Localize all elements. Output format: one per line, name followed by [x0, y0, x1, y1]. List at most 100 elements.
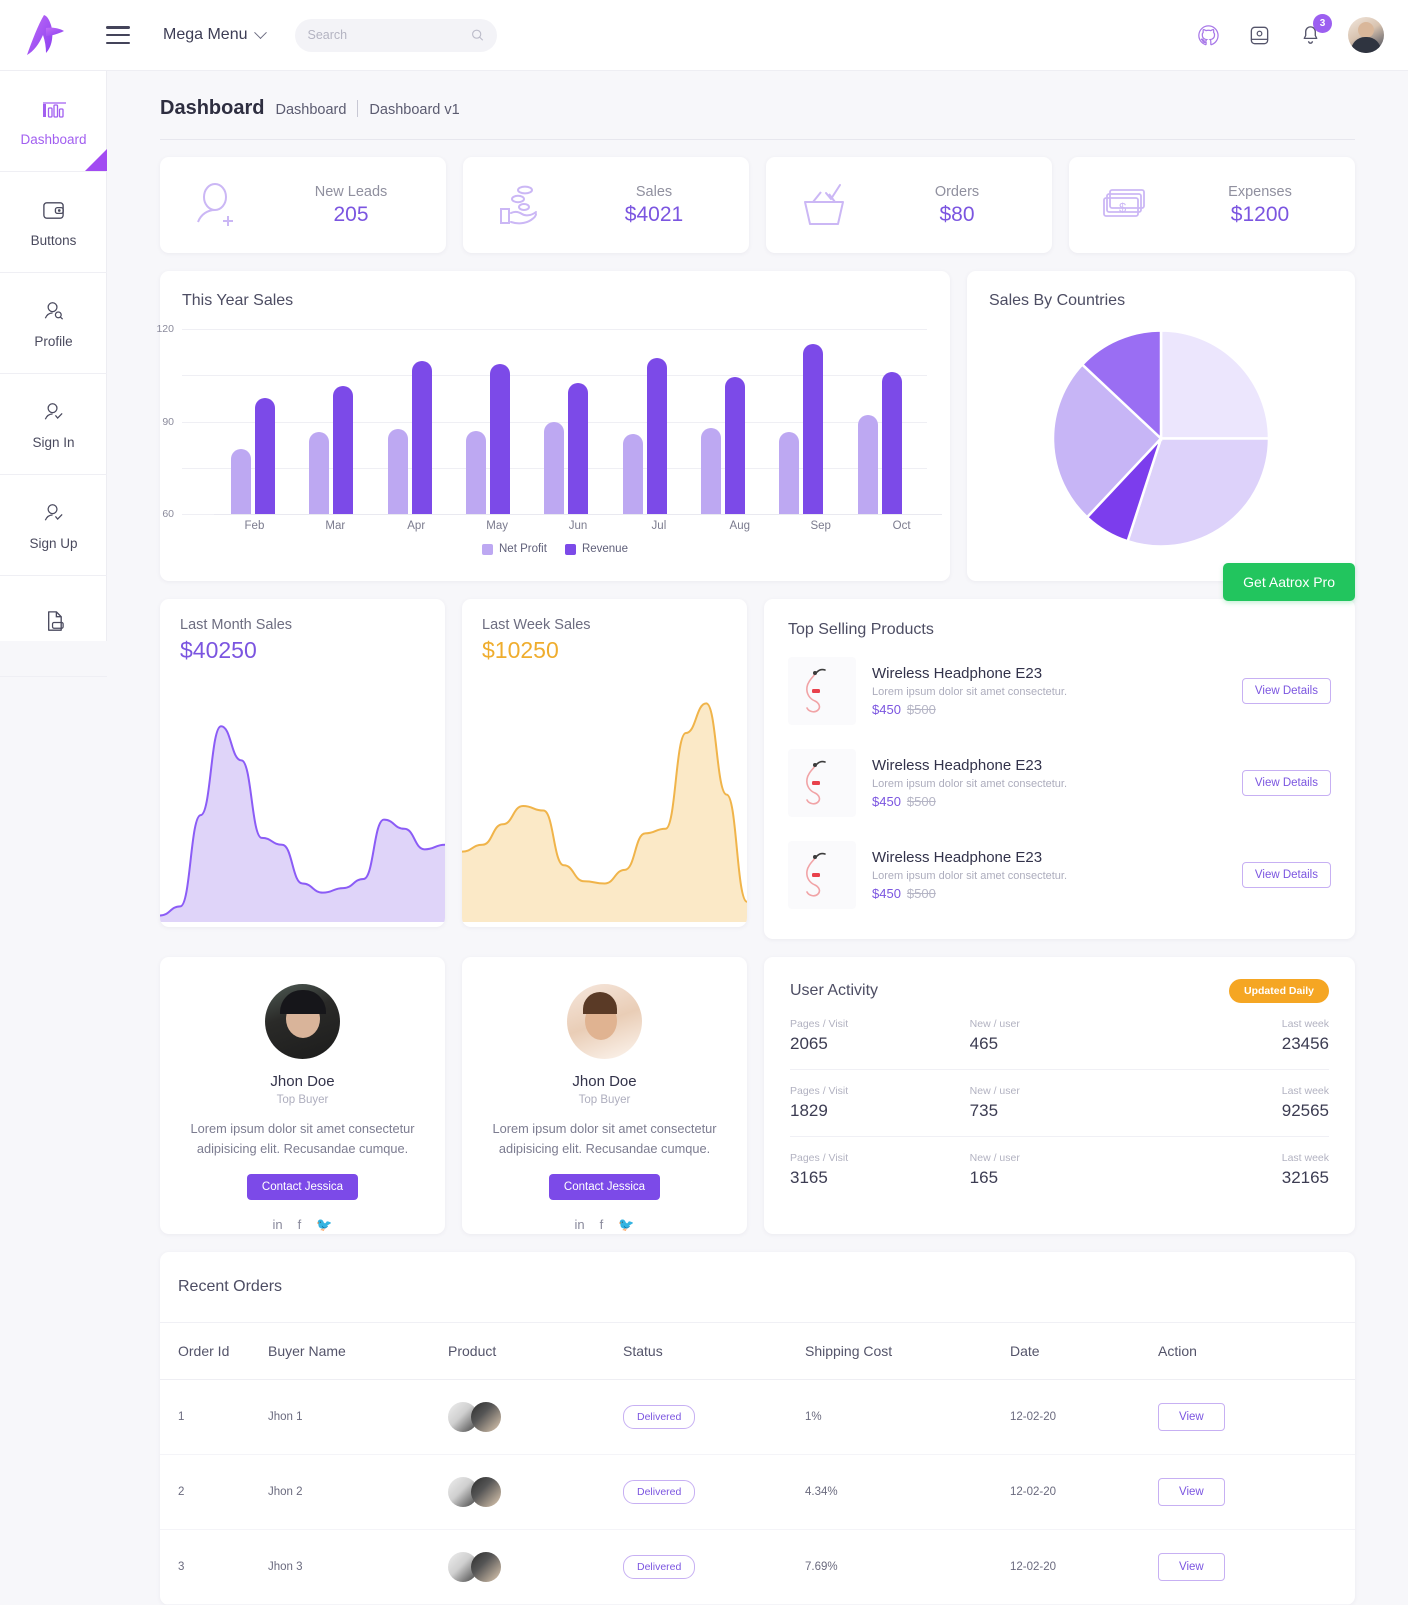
stat-card-new-leads[interactable]: New Leads 205	[160, 157, 446, 253]
bar-revenue	[646, 358, 667, 514]
legend-label: Net Profit	[499, 543, 547, 555]
table-row: 1 Jhon 1 Delivered 1% 12-02-20 View	[160, 1379, 1355, 1455]
facebook-icon[interactable]: f	[297, 1216, 302, 1232]
bell-icon[interactable]: 3	[1297, 14, 1332, 48]
wallet-icon	[39, 196, 69, 224]
view-button[interactable]: View	[1158, 1403, 1225, 1431]
product-name: Wireless Headphone E23	[872, 757, 1043, 774]
pie-slice[interactable]	[1080, 329, 1163, 442]
profile-name: Jhon Doe	[572, 1073, 637, 1090]
product-name: Wireless Headphone E23	[872, 665, 1043, 682]
top-navbar: Mega Menu 3	[0, 0, 1408, 71]
facebook-icon[interactable]: f	[599, 1216, 604, 1232]
sidebar-item-profile[interactable]: Profile	[0, 273, 107, 374]
stat-card-sales[interactable]: Sales $4021	[463, 157, 749, 253]
product-avatar	[471, 1402, 501, 1432]
pie-slice[interactable]	[1159, 329, 1271, 440]
user-avatar[interactable]	[1348, 17, 1384, 53]
view-details-button[interactable]: View Details	[1241, 678, 1331, 704]
view-details-button[interactable]: View Details	[1241, 862, 1331, 888]
activity-value: 2065	[790, 1034, 828, 1053]
cell-shipping-cost: 4.34%	[805, 1454, 1010, 1530]
area-fill	[462, 703, 747, 922]
activity-value: 92565	[1281, 1101, 1330, 1120]
breadcrumb-parent[interactable]: Dashboard	[275, 102, 347, 118]
x-axis-tick-label: Oct	[892, 520, 911, 532]
activity-row: Pages / Visit 2065 New / user 465 Last week 2…	[790, 1003, 1329, 1070]
activity-key: New / user	[969, 1085, 1020, 1097]
activity-key: Pages / Visit	[790, 1152, 849, 1164]
bar-net-profit	[309, 432, 330, 514]
bar-revenue	[333, 386, 354, 514]
stat-card-orders[interactable]: Orders $80	[766, 157, 1052, 253]
hamburger-line	[106, 41, 130, 44]
twitter-icon[interactable]: 🐦	[316, 1216, 333, 1232]
chart-legend: Net Profit Revenue	[160, 543, 950, 555]
activity-key: New / user	[969, 1018, 1020, 1030]
bar-group	[527, 329, 605, 514]
twitter-icon[interactable]: 🐦	[618, 1216, 635, 1232]
stat-label: New Leads	[314, 183, 388, 200]
sidebar-item-buttons[interactable]: Buttons	[0, 172, 107, 273]
gridline: 90	[162, 375, 927, 428]
cell-product	[448, 1454, 623, 1530]
view-button[interactable]: View	[1158, 1478, 1225, 1506]
contact-button[interactable]: Contact Jessica	[548, 1173, 661, 1200]
app-box-icon[interactable]	[1246, 22, 1272, 48]
profile-bio: Lorem ipsum dolor sit amet consectetur a…	[492, 1121, 717, 1156]
cell-action: View	[1158, 1379, 1355, 1455]
bar-net-profit	[544, 421, 565, 514]
bar-groups	[214, 329, 919, 514]
brand-logo[interactable]	[18, 11, 72, 59]
bar-revenue	[490, 364, 511, 514]
this-year-sales-chart-card: This Year Sales 1209060300 FebMarAprMayJ…	[156, 271, 950, 705]
sidebar-item-sign-in[interactable]: Sign In	[0, 374, 107, 475]
status-badge[interactable]: Updated Daily	[1228, 979, 1329, 1003]
sales-card-value: $40250	[180, 637, 257, 663]
svg-text:$: $	[1119, 200, 1127, 215]
view-details-button[interactable]: View Details	[1241, 770, 1331, 796]
product-thumbnail	[788, 749, 856, 817]
activity-row: Pages / Visit 1829 New / user 735 Last week 9…	[790, 1070, 1329, 1137]
contact-button[interactable]: Contact Jessica	[246, 1173, 359, 1200]
area-fill	[160, 726, 445, 922]
recent-orders-title: Recent Orders	[160, 1252, 1355, 1323]
pie-chart-svg	[1051, 329, 1271, 548]
cell-status: Delivered	[623, 1379, 805, 1455]
table-column-header: Status	[623, 1323, 805, 1380]
table-column-header: Shipping Cost	[805, 1323, 1010, 1380]
pie-slice[interactable]	[1126, 437, 1271, 548]
linkedin-icon[interactable]: in	[272, 1216, 283, 1232]
products-title: Top Selling Products	[788, 621, 934, 638]
bar-group	[449, 329, 527, 514]
view-button[interactable]: View	[1158, 1553, 1225, 1581]
menu-toggle-button[interactable]	[106, 26, 130, 44]
y-axis-tick-label: 60	[162, 508, 174, 520]
social-links: in f 🐦	[182, 1217, 423, 1233]
pie-slice[interactable]	[1051, 362, 1163, 519]
legend-item[interactable]: Revenue	[564, 543, 628, 555]
mega-menu-dropdown[interactable]: Mega Menu	[163, 25, 267, 44]
activity-value: 165	[969, 1168, 999, 1187]
search-input[interactable]	[307, 28, 471, 42]
sidebar-item-dashboard[interactable]: Dashboard	[0, 71, 107, 172]
sidebar-item-docs[interactable]	[0, 576, 107, 677]
area-line	[462, 702, 747, 903]
headphone-icon	[806, 668, 826, 713]
stat-card-expenses[interactable]: $ Expenses $1200	[1069, 157, 1355, 253]
github-icon[interactable]	[1195, 22, 1221, 48]
legend-item[interactable]: Net Profit	[482, 543, 547, 555]
stat-value: $1200	[1230, 202, 1290, 226]
search-box[interactable]	[294, 18, 497, 52]
sales-card-label: Last Month Sales	[180, 617, 293, 633]
product-thumbnail	[788, 841, 856, 909]
bar-net-profit	[857, 415, 878, 514]
cell-shipping-cost: 1%	[805, 1379, 1010, 1455]
user-activity-title: User Activity	[790, 982, 879, 999]
sales-card-value: $10250	[482, 637, 559, 663]
bar-revenue	[725, 376, 746, 514]
product-avatars	[448, 1477, 623, 1507]
linkedin-icon[interactable]: in	[574, 1216, 585, 1232]
get-pro-button[interactable]: Get Aatrox Pro	[1223, 563, 1355, 601]
sidebar-item-sign-up[interactable]: Sign Up	[0, 475, 107, 576]
